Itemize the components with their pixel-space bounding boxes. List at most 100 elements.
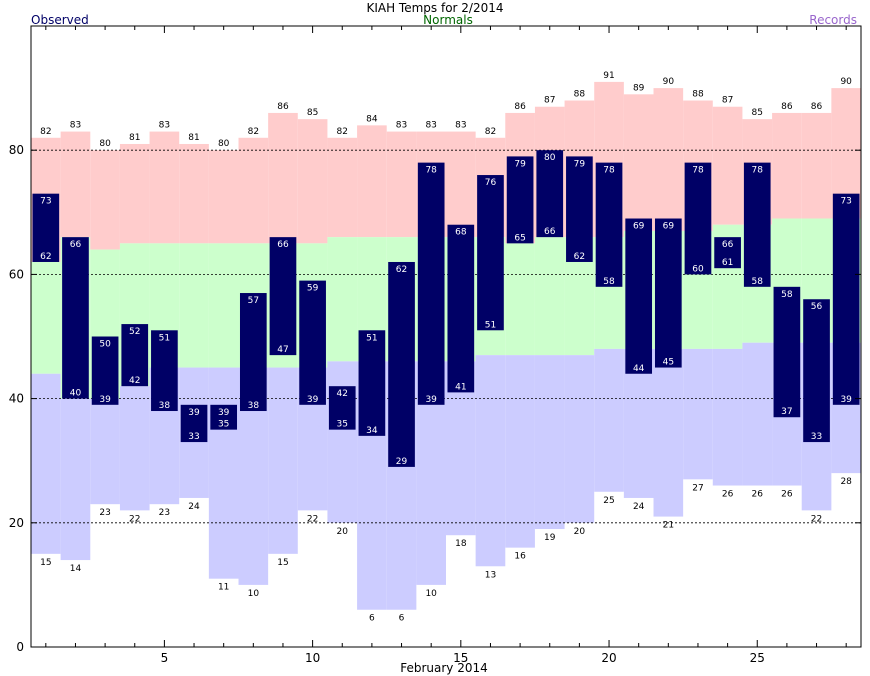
record-high-label: 84 bbox=[366, 114, 378, 124]
record-low-label: 22 bbox=[811, 514, 822, 524]
record-high-label: 88 bbox=[692, 90, 704, 100]
record-low-label: 13 bbox=[485, 570, 496, 580]
observed-bar bbox=[91, 336, 119, 405]
observed-high-label: 50 bbox=[99, 340, 111, 350]
legend-normals: Normals bbox=[423, 13, 473, 27]
observed-low-label: 58 bbox=[603, 277, 615, 287]
observed-low-label: 45 bbox=[663, 358, 674, 368]
observed-high-label: 78 bbox=[603, 166, 615, 176]
x-tick-label: 5 bbox=[161, 651, 169, 665]
x-tick-label: 20 bbox=[601, 651, 616, 665]
record-high-label: 83 bbox=[396, 121, 407, 131]
observed-bar bbox=[358, 330, 386, 436]
observed-high-label: 42 bbox=[337, 389, 348, 399]
y-tick-label: 40 bbox=[9, 392, 24, 406]
record-high-label: 88 bbox=[574, 90, 586, 100]
observed-high-label: 66 bbox=[70, 240, 82, 250]
record-high-band bbox=[653, 88, 684, 231]
observed-high-label: 73 bbox=[40, 197, 51, 207]
observed-bar bbox=[595, 162, 623, 287]
record-high-label: 83 bbox=[425, 121, 436, 131]
record-low-label: 23 bbox=[159, 508, 170, 518]
record-high-label: 87 bbox=[544, 96, 555, 106]
observed-high-label: 73 bbox=[840, 197, 851, 207]
observed-low-label: 39 bbox=[307, 395, 319, 405]
observed-low-label: 62 bbox=[40, 252, 51, 262]
observed-bar bbox=[654, 218, 682, 368]
observed-high-label: 69 bbox=[663, 222, 675, 232]
record-high-label: 81 bbox=[129, 133, 140, 143]
record-high-band bbox=[623, 94, 654, 231]
observed-high-label: 51 bbox=[366, 333, 377, 343]
record-high-band bbox=[149, 131, 180, 244]
observed-high-label: 68 bbox=[455, 228, 467, 238]
observed-high-label: 78 bbox=[692, 166, 704, 176]
plot-frame bbox=[30, 25, 862, 648]
observed-high-label: 66 bbox=[722, 240, 734, 250]
observed-high-label: 59 bbox=[307, 284, 319, 294]
record-low-band bbox=[534, 355, 565, 530]
record-high-label: 82 bbox=[40, 127, 51, 137]
observed-bar bbox=[210, 404, 238, 430]
record-high-label: 90 bbox=[840, 77, 852, 87]
observed-low-label: 35 bbox=[218, 420, 229, 430]
observed-high-label: 78 bbox=[752, 166, 764, 176]
observed-bar bbox=[388, 261, 415, 467]
observed-high-label: 76 bbox=[485, 178, 497, 188]
record-low-label: 22 bbox=[129, 514, 140, 524]
record-low-label: 10 bbox=[248, 589, 260, 599]
x-tick-label: 10 bbox=[305, 651, 320, 665]
record-low-band bbox=[683, 348, 713, 480]
observed-bar bbox=[773, 286, 801, 418]
record-high-label: 82 bbox=[248, 127, 259, 137]
record-low-band bbox=[712, 348, 743, 486]
record-low-label: 18 bbox=[455, 539, 467, 549]
record-high-band bbox=[446, 131, 476, 238]
observed-low-label: 51 bbox=[485, 320, 496, 330]
normal-band bbox=[179, 243, 209, 368]
record-low-label: 10 bbox=[425, 589, 437, 599]
record-low-label: 15 bbox=[277, 558, 288, 568]
observed-low-label: 41 bbox=[455, 382, 466, 392]
observed-high-label: 78 bbox=[425, 166, 437, 176]
observed-high-label: 79 bbox=[574, 159, 586, 169]
observed-high-label: 39 bbox=[188, 408, 200, 418]
normal-band bbox=[208, 243, 239, 368]
record-high-band bbox=[119, 143, 150, 244]
record-high-band bbox=[90, 150, 120, 250]
observed-low-label: 47 bbox=[277, 345, 288, 355]
legend-records: Records bbox=[809, 13, 857, 27]
observed-low-label: 37 bbox=[781, 407, 792, 417]
record-high-label: 89 bbox=[633, 83, 645, 93]
record-high-label: 82 bbox=[485, 127, 496, 137]
record-low-band bbox=[564, 355, 595, 523]
observed-low-label: 66 bbox=[544, 227, 556, 237]
record-low-label: 20 bbox=[337, 527, 349, 537]
record-high-band bbox=[801, 112, 832, 219]
record-low-label: 14 bbox=[70, 564, 82, 574]
observed-bar bbox=[62, 237, 89, 399]
observed-bar bbox=[743, 162, 771, 287]
record-high-label: 83 bbox=[455, 121, 466, 131]
observed-bar bbox=[477, 175, 504, 331]
observed-bar bbox=[328, 386, 356, 430]
record-low-band bbox=[268, 367, 298, 554]
observed-bar bbox=[121, 324, 149, 387]
observed-high-label: 69 bbox=[633, 222, 645, 232]
observed-low-label: 62 bbox=[574, 252, 585, 262]
record-high-label: 85 bbox=[752, 108, 763, 118]
observed-high-label: 52 bbox=[129, 327, 140, 337]
record-high-label: 86 bbox=[781, 102, 793, 112]
normal-band bbox=[31, 261, 61, 374]
observed-bar bbox=[417, 162, 445, 405]
record-high-band bbox=[712, 106, 743, 225]
observed-bar bbox=[803, 299, 830, 443]
observed-low-label: 38 bbox=[159, 401, 171, 411]
record-low-band bbox=[208, 367, 239, 579]
observed-low-label: 29 bbox=[396, 457, 408, 467]
record-low-band bbox=[742, 342, 773, 486]
y-tick-label: 80 bbox=[9, 143, 24, 157]
record-high-band bbox=[268, 112, 298, 244]
observed-bar bbox=[269, 237, 297, 356]
observed-high-label: 58 bbox=[781, 290, 793, 300]
